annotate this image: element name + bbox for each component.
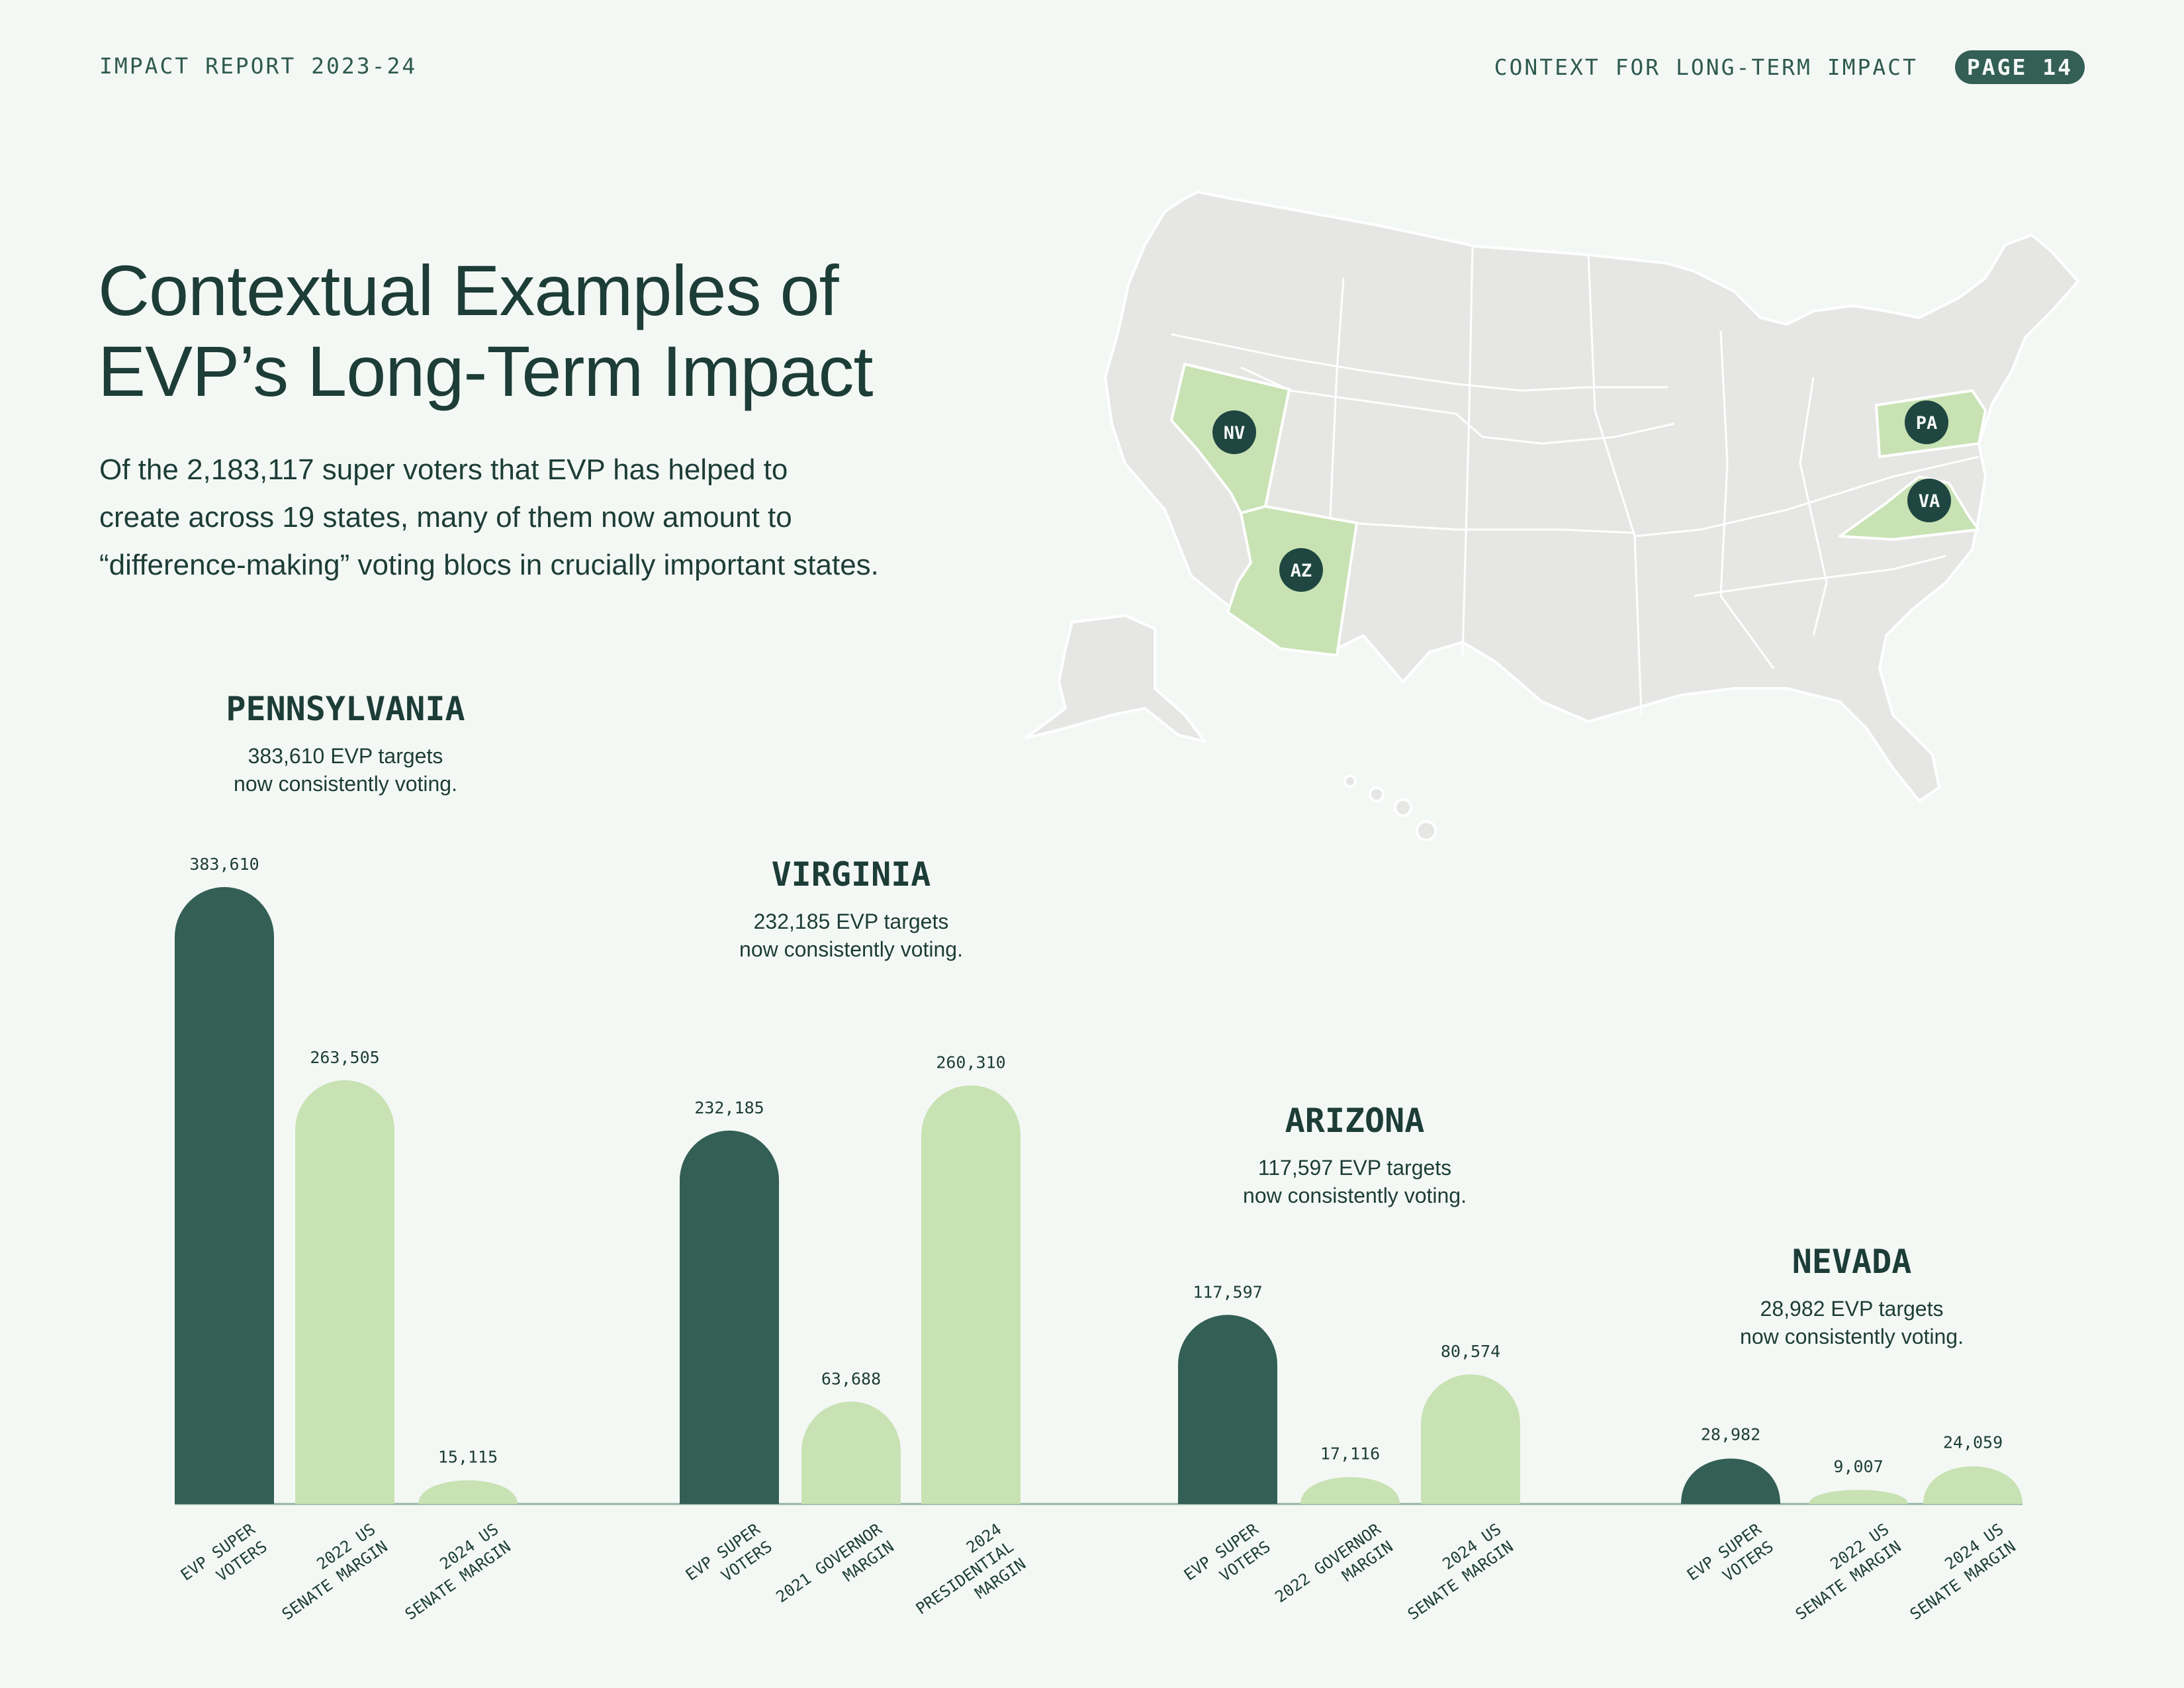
nevada-bar-2 bbox=[1809, 1489, 1908, 1504]
arizona-category-label-3: 2024 USSENATE MARGIN bbox=[1392, 1520, 1517, 1624]
nevada-category-label-2: 2022 USSENATE MARGIN bbox=[1780, 1520, 1905, 1624]
virginia-value-label-2: 63,688 bbox=[821, 1369, 881, 1388]
map-base bbox=[1024, 191, 2079, 841]
state-markers: NV AZ PA VA bbox=[1212, 400, 1951, 592]
arizona-value-label-2: 17,116 bbox=[1320, 1444, 1380, 1463]
hawaii-shape bbox=[1343, 774, 1357, 788]
pennsylvania-subtitle-line-2: now consistently voting. bbox=[234, 772, 457, 796]
contiguous-us-shape bbox=[1104, 191, 2079, 802]
virginia-subtitle-line-2: now consistently voting. bbox=[739, 937, 963, 961]
arizona-heading: ARIZONA bbox=[1285, 1102, 1425, 1140]
arizona-value-label-3: 80,574 bbox=[1441, 1342, 1500, 1361]
pennsylvania-value-label-2: 263,505 bbox=[310, 1048, 379, 1067]
pennsylvania-value-label-3: 15,115 bbox=[438, 1447, 498, 1466]
virginia-category-label-2: 2021 GOVERNORMARGIN bbox=[773, 1520, 898, 1624]
pennsylvania-subtitle-line-1: 383,610 EVP targets bbox=[248, 744, 443, 768]
page-header-right: CONTEXT FOR LONG-TERM IMPACT PAGE 14 bbox=[1494, 50, 2085, 84]
pennsylvania-bar-2 bbox=[295, 1080, 394, 1504]
arizona-category-label-1: EVP SUPERVOTERS bbox=[1181, 1520, 1274, 1602]
alaska-shape bbox=[1024, 614, 1206, 743]
arizona-bar-3 bbox=[1421, 1374, 1520, 1504]
virginia-bar-3 bbox=[921, 1085, 1021, 1504]
pennsylvania-category-label-3: 2024 USSENATE MARGIN bbox=[390, 1520, 514, 1624]
nv-marker bbox=[1212, 410, 1256, 454]
nevada-category-label-3: 2024 USSENATE MARGIN bbox=[1895, 1520, 2019, 1624]
report-title: IMPACT REPORT 2023-24 bbox=[99, 53, 418, 79]
va-marker bbox=[1907, 479, 1951, 522]
arizona-bar-1 bbox=[1178, 1315, 1277, 1504]
page-title: Contextual Examples of EVP’s Long-Term I… bbox=[98, 250, 873, 412]
page-number-badge: PAGE 14 bbox=[1954, 50, 2085, 84]
arizona-value-label-1: 117,597 bbox=[1193, 1282, 1262, 1301]
nevada-heading: NEVADA bbox=[1792, 1243, 1912, 1281]
pennsylvania-category-label-2: 2022 USSENATE MARGIN bbox=[267, 1520, 391, 1624]
section-title: CONTEXT FOR LONG-TERM IMPACT bbox=[1494, 54, 1918, 80]
virginia-bar-1 bbox=[680, 1130, 779, 1504]
nevada-bar-1 bbox=[1681, 1458, 1780, 1504]
hawaii-shape bbox=[1394, 798, 1412, 817]
pennsylvania-bar-3 bbox=[418, 1480, 518, 1504]
virginia-category-label-3: 2024PRESIDENTIALMARGIN bbox=[900, 1520, 1029, 1636]
pennsylvania-value-label-1: 383,610 bbox=[189, 855, 259, 874]
virginia-category-label-1: EVP SUPERVOTERS bbox=[682, 1520, 776, 1602]
nevada-bar-3 bbox=[1923, 1466, 2023, 1504]
intro-paragraph: Of the 2,183,117 super voters that EVP h… bbox=[99, 446, 973, 589]
virginia-bar-2 bbox=[801, 1401, 901, 1504]
virginia-heading: VIRGINIA bbox=[772, 855, 931, 894]
pennsylvania-heading: PENNSYLVANIA bbox=[226, 690, 465, 728]
pa-marker bbox=[1905, 400, 1948, 444]
va-marker-label: VA bbox=[1919, 491, 1940, 512]
nevada-value-label-3: 24,059 bbox=[1943, 1433, 2003, 1452]
page-title-line-2: EVP’s Long-Term Impact bbox=[98, 331, 873, 411]
pennsylvania-category-label-1: EVP SUPERVOTERS bbox=[177, 1520, 271, 1602]
nv-marker-label: NV bbox=[1224, 423, 1246, 444]
virginia-value-label-1: 232,185 bbox=[694, 1098, 764, 1117]
az-marker-label: AZ bbox=[1291, 561, 1312, 581]
us-map: NV AZ PA VA bbox=[1024, 191, 2079, 841]
intro-line-2: create across 19 states, many of them no… bbox=[99, 501, 792, 534]
intro-line-1: Of the 2,183,117 super voters that EVP h… bbox=[99, 453, 788, 486]
intro-line-3: “difference-making” voting blocs in cruc… bbox=[99, 549, 879, 581]
pa-marker-label: PA bbox=[1916, 413, 1938, 434]
az-marker bbox=[1279, 548, 1323, 592]
nevada-subtitle-line-1: 28,982 EVP targets bbox=[1760, 1297, 1944, 1321]
virginia-subtitle-line-1: 232,185 EVP targets bbox=[754, 910, 949, 933]
virginia-value-label-3: 260,310 bbox=[936, 1053, 1005, 1072]
nevada-subtitle-line-2: now consistently voting. bbox=[1740, 1325, 1964, 1348]
arizona-subtitle-line-1: 117,597 EVP targets bbox=[1258, 1156, 1451, 1180]
page-title-line-1: Contextual Examples of bbox=[98, 250, 839, 330]
nevada-value-label-1: 28,982 bbox=[1701, 1425, 1760, 1444]
arizona-category-label-2: 2022 GOVERNORMARGIN bbox=[1272, 1520, 1397, 1624]
pennsylvania-bar-1 bbox=[175, 887, 274, 1504]
nevada-value-label-2: 9,007 bbox=[1833, 1457, 1883, 1476]
nevada-category-label-1: EVP SUPERVOTERS bbox=[1684, 1520, 1777, 1602]
hawaii-shape bbox=[1369, 786, 1385, 802]
arizona-bar-2 bbox=[1300, 1477, 1400, 1504]
hawaii-shape bbox=[1416, 820, 1437, 841]
arizona-subtitle-line-2: now consistently voting. bbox=[1243, 1184, 1467, 1207]
